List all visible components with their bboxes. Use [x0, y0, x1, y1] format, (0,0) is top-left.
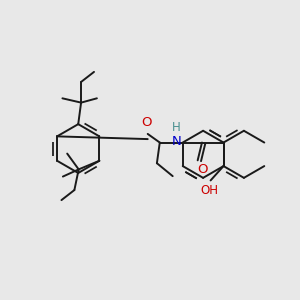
- Text: OH: OH: [200, 184, 218, 197]
- Text: H: H: [172, 122, 181, 134]
- Text: O: O: [141, 116, 152, 129]
- Text: O: O: [198, 163, 208, 176]
- Text: N: N: [171, 135, 181, 148]
